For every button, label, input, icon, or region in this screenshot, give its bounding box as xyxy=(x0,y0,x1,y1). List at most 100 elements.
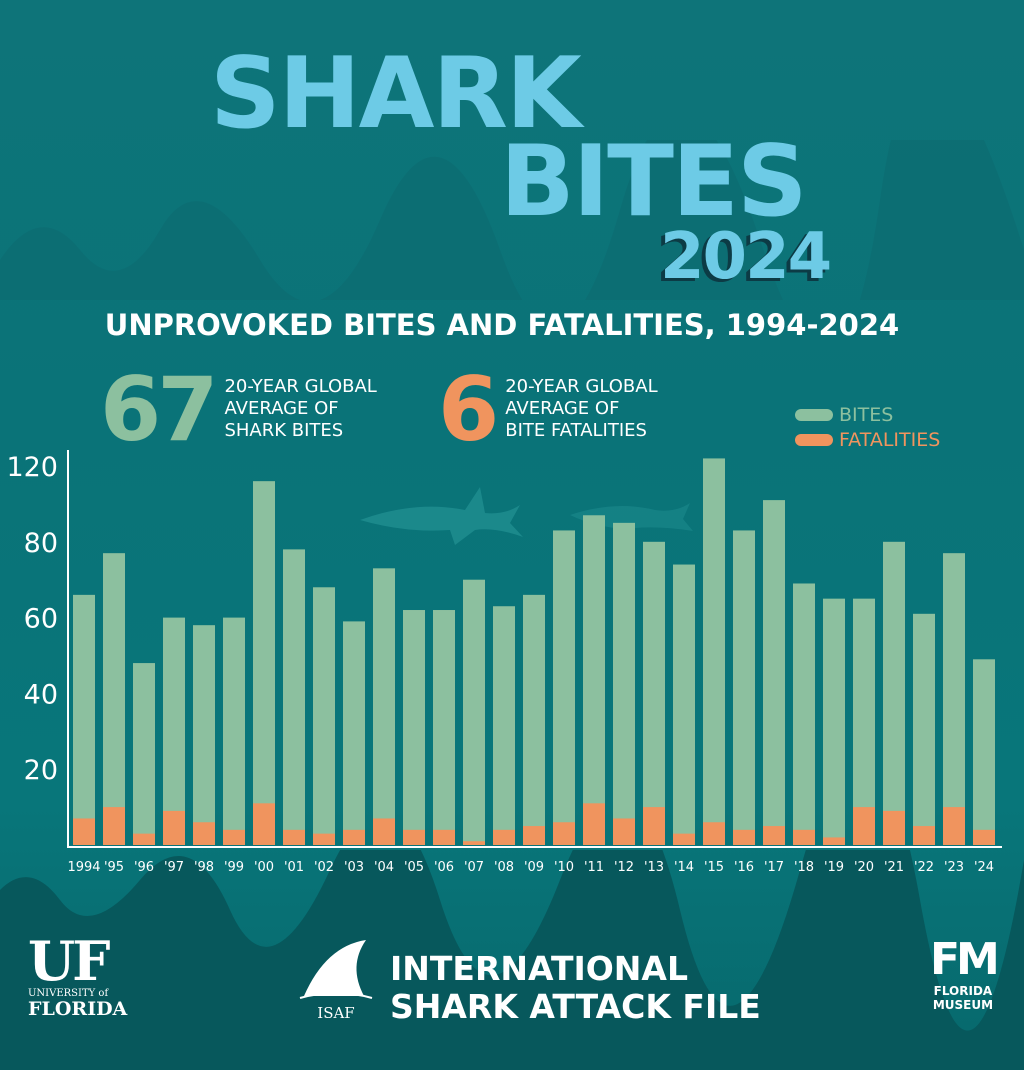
stat-description: 20-YEAR GLOBAL AVERAGE OF BITE FATALITIE… xyxy=(505,376,657,442)
bar-bites xyxy=(163,617,185,845)
stat-line: SHARK BITES xyxy=(224,420,344,441)
x-tick-label: '17 xyxy=(764,860,784,875)
y-tick-label: 80 xyxy=(24,528,58,559)
bar-fatalities xyxy=(793,829,815,845)
y-tick-label: 40 xyxy=(24,679,58,710)
x-tick-label: '00 xyxy=(254,860,274,875)
bar-chart: 20 40 60 80 120 1994 '95 '96 '97 '98 '99 '00 '01 '02 '… xyxy=(6,450,1002,875)
reef-silhouette-bottom xyxy=(0,850,1024,1070)
logo-line-1: SHARK xyxy=(210,37,582,151)
bar-bites xyxy=(943,553,965,845)
legend-item-bites: BITES xyxy=(795,402,940,427)
x-tick-label: '18 xyxy=(794,860,814,875)
bar-bites xyxy=(553,530,575,845)
uf-logo: UF UNIVERSITY of FLORIDA xyxy=(28,934,127,1019)
bar-fatalities xyxy=(463,841,485,845)
bar-fatalities xyxy=(193,822,215,845)
bar-bites xyxy=(913,613,935,845)
bar-bites xyxy=(523,594,545,845)
bar-fatalities xyxy=(943,807,965,845)
x-tick-label: '08 xyxy=(494,860,514,875)
bar-fatalities xyxy=(163,810,185,845)
bar-bites xyxy=(883,541,905,845)
bar-fatalities xyxy=(133,833,155,845)
bar-bites xyxy=(673,564,695,845)
bar-fatalities xyxy=(223,829,245,845)
legend-swatch xyxy=(795,433,833,446)
uf-mark: UF xyxy=(28,929,110,993)
x-tick-label: '04 xyxy=(374,860,394,875)
x-tick-label: '06 xyxy=(434,860,454,875)
x-tick-label: '09 xyxy=(524,860,544,875)
isaf-fin-logo: ISAF xyxy=(299,940,373,1022)
x-tick-label: '13 xyxy=(644,860,664,875)
bar-fatalities xyxy=(583,803,605,845)
isaf-line-2: SHARK ATTACK FILE xyxy=(390,987,761,1026)
bar-fatalities xyxy=(673,833,695,845)
bar-bites xyxy=(253,481,275,845)
bar-bites xyxy=(403,610,425,845)
isaf-line-1: INTERNATIONAL xyxy=(390,949,688,988)
bar-fatalities xyxy=(703,822,725,845)
x-tick-label: '22 xyxy=(914,860,934,875)
x-tick-label: '14 xyxy=(674,860,694,875)
bar-fatalities xyxy=(433,829,455,845)
fm-mark: FM xyxy=(930,934,1000,985)
reef-silhouette-top xyxy=(0,140,1024,300)
footer: UF UNIVERSITY of FLORIDA ISAF INTERNATIO… xyxy=(0,930,1024,1070)
bar-fatalities xyxy=(73,818,95,845)
bar-bites xyxy=(133,663,155,845)
bar-bites xyxy=(103,553,125,845)
bar-fatalities xyxy=(553,822,575,845)
bar-fatalities xyxy=(973,829,995,845)
bar-bites xyxy=(193,625,215,845)
stat-line: 20-YEAR GLOBAL xyxy=(224,376,377,397)
stat-average-fatalities: 6 20-YEAR GLOBAL AVERAGE OF BITE FATALIT… xyxy=(438,358,658,461)
x-tick-label: '10 xyxy=(554,860,574,875)
x-tick-label: '16 xyxy=(734,860,754,875)
fm-line-2: MUSEUM xyxy=(932,998,994,1012)
bar-fatalities xyxy=(283,829,305,845)
stat-line: AVERAGE OF xyxy=(505,398,620,419)
y-tick-label: 120 xyxy=(6,452,58,483)
bar-fatalities xyxy=(913,826,935,845)
florida-museum-logo: FM FLORIDA MUSEUM xyxy=(930,934,1000,1013)
isaf-abbr: ISAF xyxy=(317,1004,354,1022)
x-tick-label: '01 xyxy=(284,860,304,875)
bar-bites xyxy=(853,598,875,845)
stat-line: BITE FATALITIES xyxy=(505,420,647,441)
bar-bites xyxy=(583,515,605,845)
bar-fatalities xyxy=(313,833,335,845)
bar-bites xyxy=(763,500,785,845)
legend-label: FATALITIES xyxy=(839,428,941,451)
bar-bites xyxy=(73,594,95,845)
legend-item-fatalities: FATALITIES xyxy=(795,427,940,452)
bar-bites xyxy=(343,621,365,845)
bar-bites xyxy=(223,617,245,845)
x-tick-label: '23 xyxy=(944,860,964,875)
uf-line-1: UNIVERSITY of xyxy=(28,988,109,999)
x-tick-label: '98 xyxy=(194,860,214,875)
chart-title: UNPROVOKED BITES AND FATALITIES, 1994-20… xyxy=(104,308,900,342)
x-tick-label: '24 xyxy=(974,860,994,875)
legend: BITES FATALITIES xyxy=(795,402,940,452)
bar-fatalities xyxy=(643,807,665,845)
legend-label: BITES xyxy=(839,403,894,426)
stat-line: 20-YEAR GLOBAL xyxy=(505,376,658,397)
bar-fatalities xyxy=(253,803,275,845)
stat-average-bites: 67 20-YEAR GLOBAL AVERAGE OF SHARK BITES xyxy=(100,365,377,453)
bar-bites xyxy=(733,530,755,845)
x-tick-label: '97 xyxy=(164,860,184,875)
x-tick-label: '12 xyxy=(614,860,634,875)
bar-bites xyxy=(283,549,305,845)
bar-bites xyxy=(613,522,635,845)
logo-line-2: BITES xyxy=(500,125,808,239)
x-tick-label: '96 xyxy=(134,860,154,875)
bar-fatalities xyxy=(523,826,545,845)
uf-line-2: FLORIDA xyxy=(28,998,128,1020)
bar-fatalities xyxy=(613,818,635,845)
bar-bites xyxy=(433,610,455,845)
stat-value: 6 xyxy=(438,358,499,461)
x-tick-label: '99 xyxy=(224,860,244,875)
bar-bites xyxy=(973,659,995,845)
